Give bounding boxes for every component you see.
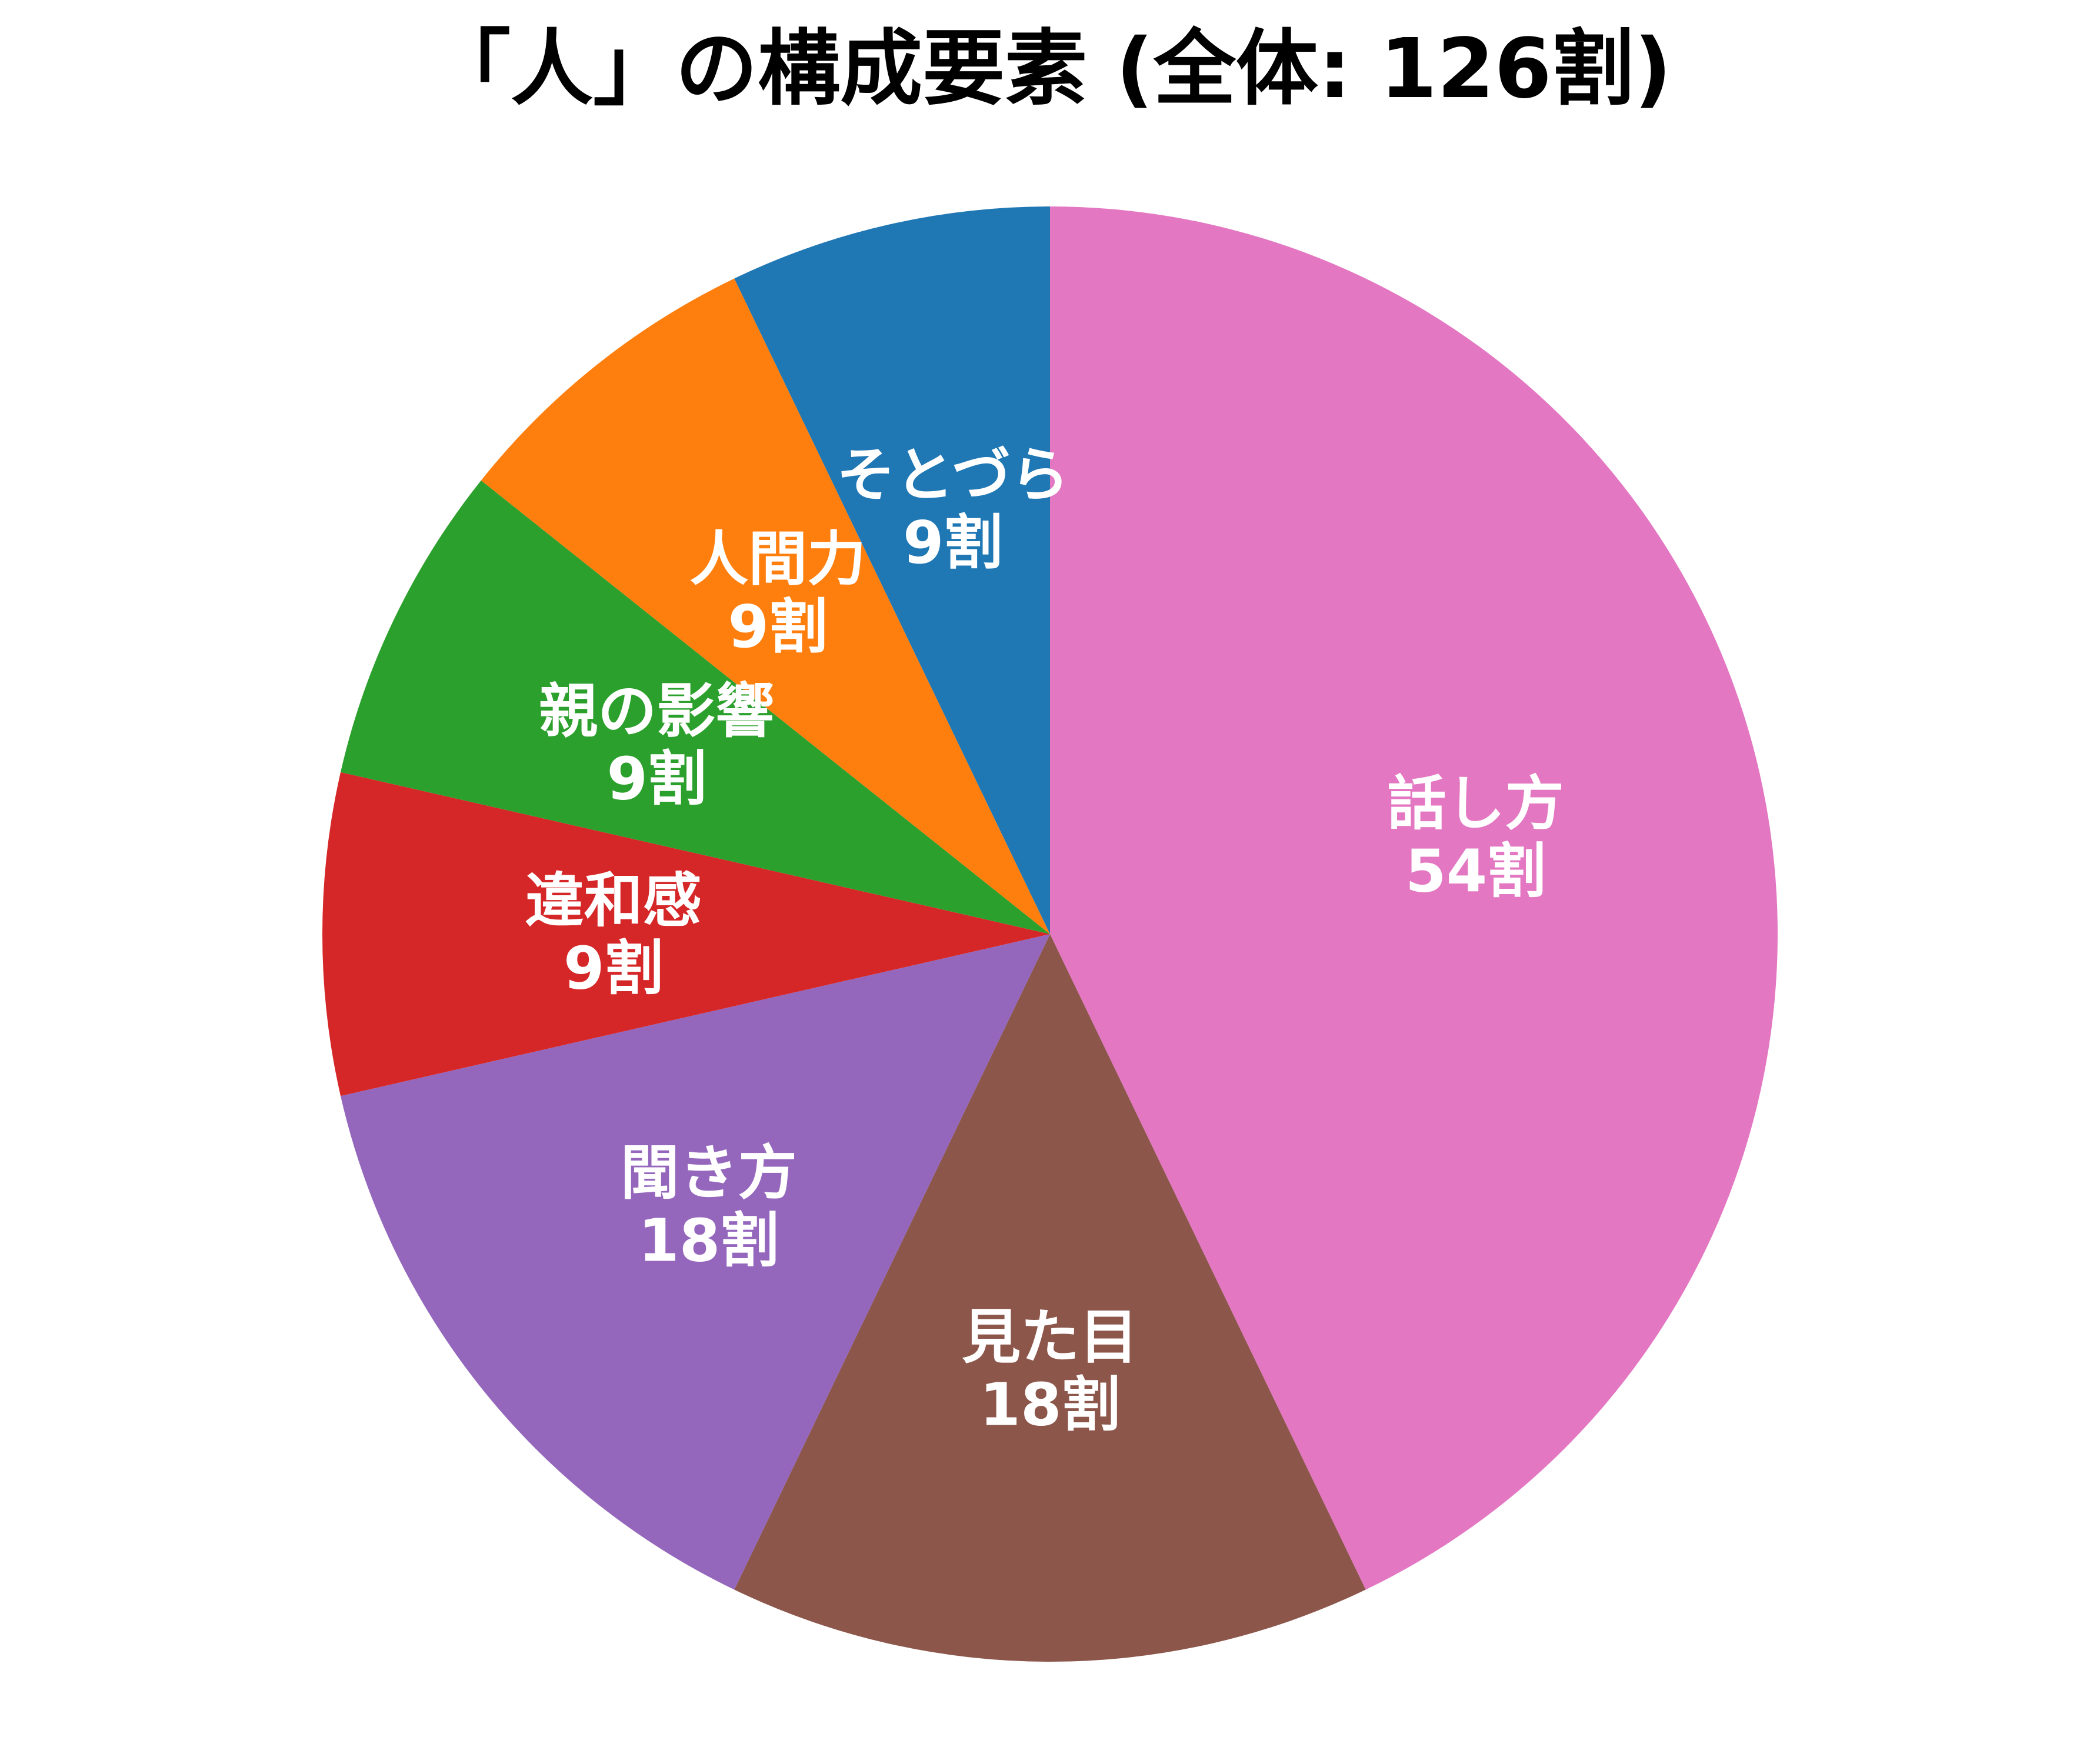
slice-label-6: 人間力 — [689, 525, 866, 594]
pie-slices — [322, 206, 1778, 1662]
slice-value-5: 9割 — [607, 744, 707, 813]
pie-slice-2 — [734, 934, 1366, 1662]
slice-label-4: 違和感 — [525, 866, 702, 935]
pie-slice-5 — [341, 480, 1050, 934]
pie-slice-1 — [1050, 206, 1778, 1590]
slice-value-3: 18割 — [638, 1206, 779, 1275]
slice-value-4: 9割 — [564, 934, 664, 1003]
pie-slice-3 — [341, 934, 1050, 1590]
slice-label-3: 聞き方 — [621, 1138, 797, 1207]
chart-title: 「人」の構成要素 (全体: 126割) — [428, 21, 1672, 117]
slice-label-1: 話し方 — [1388, 769, 1564, 838]
slice-label-5: 親の影響 — [539, 676, 774, 745]
slice-value-6: 9割 — [728, 592, 828, 661]
pie-slice-4 — [322, 772, 1050, 1096]
pie-slice-6 — [481, 278, 1050, 934]
slice-value-2: 18割 — [979, 1371, 1120, 1439]
slice-label-7: そとづら — [836, 441, 1069, 509]
slice-label-2: 見た目 — [962, 1303, 1138, 1372]
slice-value-1: 54割 — [1405, 836, 1546, 905]
slice-value-7: 9割 — [903, 508, 1003, 577]
pie-slice-7 — [734, 206, 1050, 934]
